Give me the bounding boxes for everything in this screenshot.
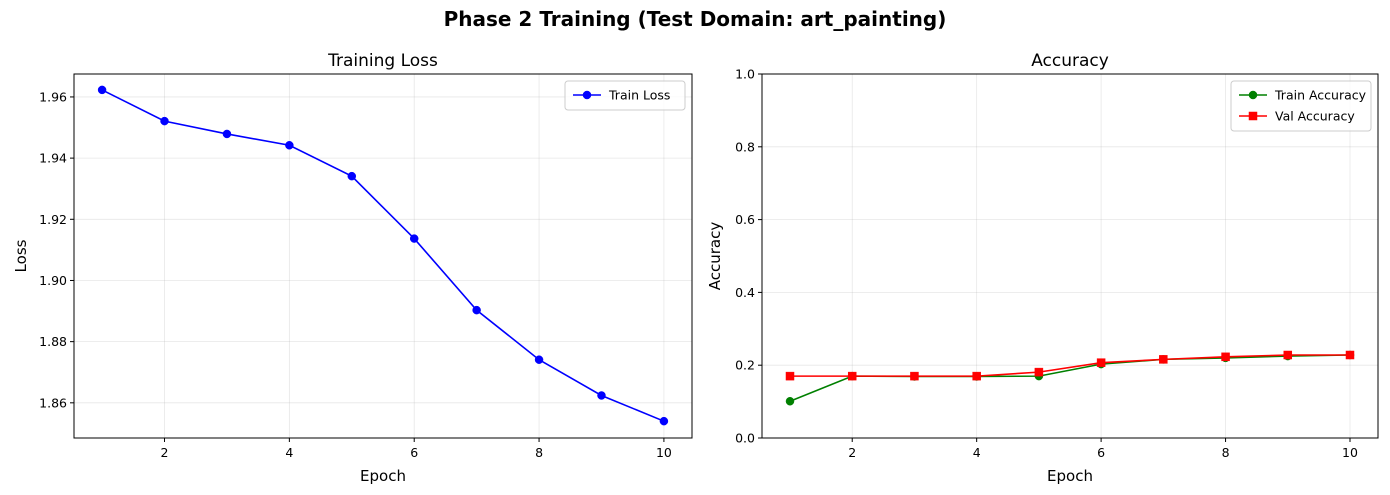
accuracy-xtick-label: 2 — [848, 445, 856, 460]
accuracy-xlabel: Epoch — [1047, 467, 1093, 485]
val-accuracy-point — [1345, 350, 1355, 360]
train-accuracy-legend-marker — [1248, 90, 1258, 100]
val-accuracy-point — [1034, 367, 1044, 377]
training-loss-axes-frame — [73, 73, 693, 439]
training-loss-xtick-label: 6 — [410, 445, 418, 460]
train-loss-point — [347, 171, 357, 181]
train-loss-point — [472, 305, 481, 315]
training-loss-xtick-label: 4 — [285, 445, 293, 460]
val-accuracy-point — [1221, 352, 1230, 362]
accuracy-xtick-label: 8 — [1222, 445, 1230, 460]
training-loss-xlabel: Epoch — [360, 467, 406, 485]
accuracy-ytick-label: 1.0 — [735, 67, 755, 82]
train-accuracy-legend-label: Train Accuracy — [1274, 88, 1367, 103]
train-loss-point — [534, 355, 544, 364]
train-accuracy-line — [789, 354, 1351, 402]
accuracy-legend-box — [1230, 80, 1372, 132]
train-loss-point — [597, 391, 606, 400]
training-loss-xtick-label: 10 — [656, 445, 672, 460]
training-loss-legend: Train Loss — [564, 80, 686, 111]
val-accuracy-legend-label: Val Accuracy — [1275, 109, 1355, 124]
train-loss-point — [97, 85, 107, 95]
accuracy-axes-frame — [761, 73, 1379, 439]
accuracy-ytick-label: 0.6 — [735, 212, 755, 227]
training-loss-ytick-label: 1.88 — [39, 334, 67, 349]
accuracy-xtick-label: 4 — [973, 445, 981, 460]
train-loss-line — [101, 89, 665, 422]
train-loss-point — [160, 116, 169, 126]
training-loss-ytick-label: 1.92 — [39, 212, 67, 227]
val-accuracy-point — [910, 371, 919, 381]
train-loss-legend-label: Train Loss — [608, 88, 670, 103]
val-accuracy-point — [785, 371, 795, 381]
training-loss-xtick-label: 8 — [535, 445, 543, 460]
accuracy-xtick-label: 10 — [1342, 445, 1358, 460]
training-loss-ytick-label: 1.94 — [39, 151, 67, 166]
val-accuracy-point — [1283, 350, 1293, 360]
training-loss-ylabel: Loss — [12, 239, 30, 272]
training-loss-legend-box — [564, 80, 686, 111]
training-loss-ytick-label: 1.96 — [39, 89, 67, 104]
val-accuracy-point — [847, 371, 857, 381]
train-loss-point — [409, 234, 419, 243]
accuracy-legend: Train Accuracy Val Accuracy — [1230, 80, 1372, 132]
val-accuracy-point — [1159, 355, 1168, 364]
training-loss-ytick-label: 1.90 — [39, 273, 67, 288]
accuracy-chart: Accuracy Epoch Accuracy 2 4 6 8 10 0.0 0.2 0.4 0… — [706, 51, 1379, 485]
accuracy-xtick-label: 6 — [1097, 445, 1105, 460]
training-loss-chart: Training Loss Epoch Loss 2 4 6 8 10 1.86 1.88 1… — [12, 51, 693, 485]
accuracy-ytick-label: 0.8 — [735, 139, 755, 154]
accuracy-ytick-label: 0.2 — [735, 358, 755, 373]
val-accuracy-point — [972, 371, 981, 381]
figure-suptitle: Phase 2 Training (Test Domain: art_paint… — [444, 7, 947, 31]
training-loss-ytick-label: 1.86 — [39, 395, 67, 410]
accuracy-ytick-label: 0.0 — [735, 431, 755, 446]
train-loss-point — [659, 416, 669, 426]
train-loss-legend-marker — [582, 90, 592, 100]
accuracy-ylabel: Accuracy — [706, 222, 724, 291]
training-loss-xtick-label: 2 — [161, 445, 169, 460]
val-accuracy-legend-marker — [1248, 111, 1258, 121]
accuracy-title: Accuracy — [1031, 51, 1109, 71]
training-loss-title: Training Loss — [327, 51, 438, 71]
train-loss-point — [222, 129, 232, 139]
train-accuracy-point — [785, 396, 795, 406]
accuracy-ytick-label: 0.4 — [735, 285, 755, 300]
train-loss-point — [285, 141, 294, 150]
val-accuracy-point — [1096, 358, 1106, 367]
val-accuracy-line — [790, 354, 1350, 377]
